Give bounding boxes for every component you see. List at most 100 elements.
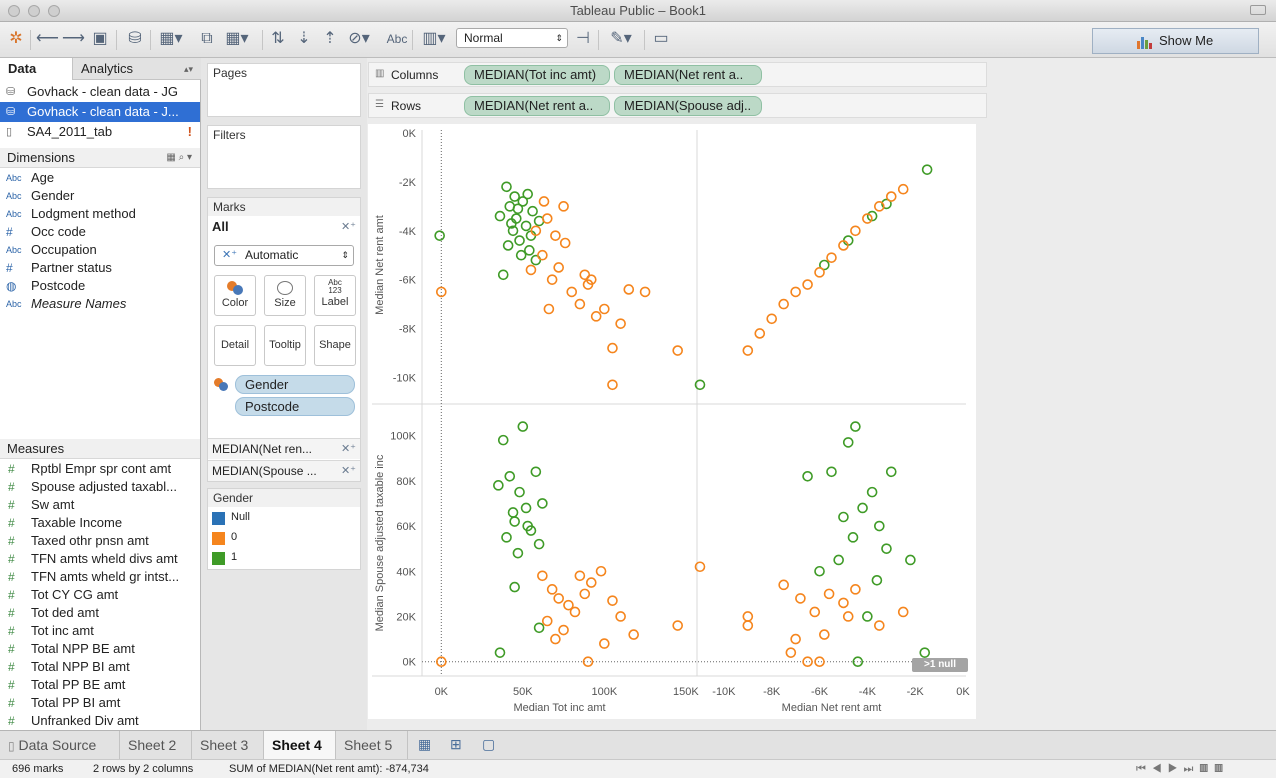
scatter-point[interactable] — [497, 269, 509, 281]
scatter-point[interactable] — [574, 298, 586, 310]
scatter-point[interactable] — [559, 237, 571, 249]
measure-field[interactable]: # Rptbl Empr spr cont amt — [0, 460, 200, 478]
scatter-point[interactable] — [850, 225, 861, 237]
scatter-point[interactable] — [493, 480, 504, 491]
scatter-point[interactable] — [874, 620, 885, 631]
scatter-point[interactable] — [897, 183, 909, 195]
scatter-point[interactable] — [628, 629, 639, 640]
scatter-point[interactable] — [809, 606, 821, 618]
scatter-point[interactable] — [672, 345, 683, 356]
scatter-point[interactable] — [522, 188, 534, 200]
scatter-point[interactable] — [501, 181, 512, 193]
scatter-point[interactable] — [852, 656, 864, 667]
measure-field[interactable]: # Tot inc amt — [0, 622, 200, 640]
swap-icon[interactable]: ⇅ — [271, 30, 285, 47]
scatter-point[interactable] — [921, 164, 933, 175]
scatter-point[interactable] — [541, 615, 553, 627]
sort-ascending-icon[interactable]: ⇣ — [297, 30, 311, 47]
scatter-point[interactable] — [515, 249, 527, 261]
scatter-point[interactable] — [546, 274, 558, 285]
scatter-point[interactable] — [574, 570, 586, 582]
measure-field[interactable]: # Unfranked Div amt — [0, 712, 200, 730]
scatter-point[interactable] — [850, 584, 861, 595]
scatter-point[interactable] — [795, 593, 806, 604]
scatter-point[interactable] — [512, 547, 524, 559]
minimize-window-button[interactable] — [28, 5, 40, 17]
scatter-point[interactable] — [623, 284, 635, 295]
datasource-item[interactable]: ⛁ Govhack - clean data - JG — [0, 82, 200, 102]
scatter-point[interactable] — [434, 230, 445, 241]
scatter-point[interactable] — [599, 638, 610, 649]
presentation-mode-icon[interactable]: ▭ — [653, 30, 669, 47]
measure-field[interactable]: # Taxed othr pnsn amt — [0, 532, 200, 550]
scatter-point[interactable] — [507, 225, 519, 237]
scatter-point[interactable] — [615, 318, 626, 329]
sort-descending-icon[interactable]: ⇡ — [323, 30, 337, 47]
new-dashboard-icon[interactable]: ⊞ — [450, 736, 462, 752]
filters-card[interactable]: Filters — [207, 125, 361, 189]
scatter-point[interactable] — [850, 421, 861, 432]
scatter-point[interactable] — [537, 249, 548, 261]
scatter-point[interactable] — [885, 466, 897, 478]
rows-shelf[interactable]: ☰ Rows MEDIAN(Net rent a.. MEDIAN(Spouse… — [368, 93, 987, 118]
scatter-point[interactable] — [569, 606, 581, 618]
scatter-point[interactable] — [814, 267, 825, 278]
scatter-point[interactable] — [509, 516, 520, 527]
scatter-point[interactable] — [436, 656, 447, 667]
scatter-point[interactable] — [785, 647, 797, 658]
scatter-point[interactable] — [533, 622, 545, 634]
label-button[interactable]: Abc 123 Label — [314, 275, 356, 316]
scatter-point[interactable] — [550, 230, 561, 241]
measure-marks-row[interactable]: MEDIAN(Spouse ... ✕⁺ — [208, 460, 360, 481]
scatter-point[interactable] — [802, 656, 813, 667]
tab-data-source[interactable]: ▯ Data Source — [0, 731, 120, 759]
scatter-point[interactable] — [590, 311, 602, 322]
scatter-point[interactable] — [582, 656, 594, 667]
scatter-point[interactable] — [507, 507, 519, 518]
scatter-matrix-chart[interactable]: 0K 50K 100K 150K Median Tot inc amt -10K -8K -6… — [368, 124, 976, 719]
scatter-point[interactable] — [546, 584, 558, 595]
scatter-point[interactable] — [833, 554, 844, 566]
scatter-point[interactable] — [494, 210, 506, 222]
datasource-item-selected[interactable]: ⛁ Govhack - clean data - J... — [0, 102, 200, 122]
scatter-point[interactable] — [742, 620, 754, 631]
tab-data[interactable]: Data — [0, 58, 73, 80]
new-worksheet-icon[interactable]: ▦▾ — [159, 30, 183, 47]
tableau-logo-icon[interactable]: ✲ — [9, 30, 23, 47]
dimension-field[interactable]: ◍ Postcode — [0, 277, 200, 295]
scatter-point[interactable] — [919, 647, 931, 658]
measure-field[interactable]: # TFN amts wheld gr intst... — [0, 568, 200, 586]
undo-icon[interactable]: ⟵ — [36, 30, 59, 47]
tooltip-button[interactable]: Tooltip — [264, 325, 306, 366]
scatter-point[interactable] — [826, 466, 837, 478]
color-button[interactable]: Color — [214, 275, 256, 316]
dimension-field[interactable]: Abc Lodgment method — [0, 205, 200, 223]
scatter-point[interactable] — [501, 532, 512, 543]
scatter-point[interactable] — [814, 565, 825, 577]
scatter-point[interactable] — [842, 611, 854, 622]
columns-shelf[interactable]: ▥ Columns MEDIAN(Tot inc amt) MEDIAN(Net… — [368, 62, 987, 87]
scatter-point[interactable] — [802, 279, 813, 290]
new-datasource-icon[interactable]: ⛁ — [128, 30, 142, 47]
scatter-point[interactable] — [579, 588, 591, 600]
scatter-point[interactable] — [522, 520, 534, 532]
tab-sheet-5[interactable]: Sheet 5 — [336, 731, 408, 759]
show-me-button[interactable]: Show Me — [1092, 28, 1259, 54]
scatter-point[interactable] — [520, 220, 532, 232]
scatter-point[interactable] — [530, 466, 542, 478]
dimension-field[interactable]: Abc Age — [0, 169, 200, 187]
fit-dropdown[interactable]: Normal ⇕ — [456, 28, 568, 48]
scatter-point[interactable] — [823, 588, 835, 600]
scatter-point[interactable] — [541, 213, 553, 224]
measure-field[interactable]: # Tot CY CG amt — [0, 586, 200, 604]
scatter-point[interactable] — [553, 593, 564, 604]
scatter-point[interactable] — [537, 570, 548, 582]
scatter-point[interactable] — [694, 379, 706, 391]
rows-pill-spouse[interactable]: MEDIAN(Spouse adj.. — [614, 96, 762, 116]
scatter-point[interactable] — [585, 274, 597, 285]
measure-field[interactable]: # Spouse adjusted taxabl... — [0, 478, 200, 496]
tab-sheet-4[interactable]: Sheet 4 — [264, 731, 336, 759]
scatter-point[interactable] — [826, 252, 837, 263]
measure-field[interactable]: # Total PP BE amt — [0, 676, 200, 694]
scatter-point[interactable] — [595, 565, 607, 577]
